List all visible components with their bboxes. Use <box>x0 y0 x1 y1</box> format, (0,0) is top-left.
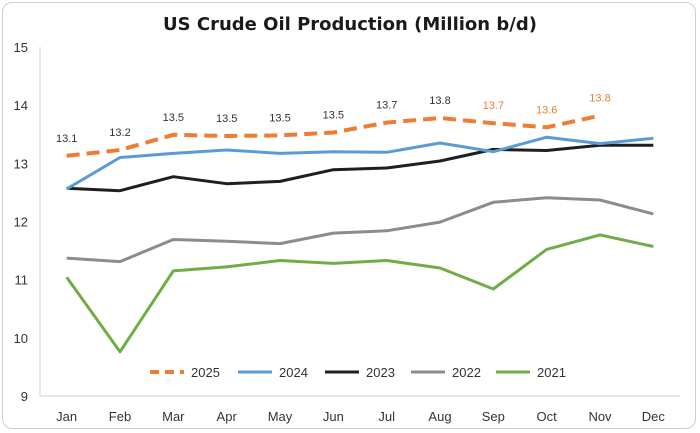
y-tick-label: 11 <box>15 273 29 288</box>
series-line-2021 <box>65 233 654 354</box>
series-line-2024 <box>65 135 654 191</box>
data-label: 13.8 <box>429 95 450 107</box>
y-tick-label: 12 <box>14 215 28 230</box>
legend: 2025 2024 2023 2022 2021 <box>150 365 566 380</box>
series-line-2025 <box>66 113 601 158</box>
chart-title: US Crude Oil Production (Million b/d) <box>163 14 537 35</box>
data-label: 13.8 <box>589 93 610 105</box>
x-tick-label: Dec <box>642 409 666 424</box>
data-label: 13.5 <box>216 113 237 125</box>
x-axis-ticks: Jan Feb Mar Apr May Jun Jul Aug Sep Oct Nov Dec <box>56 409 665 424</box>
legend-label: 2023 <box>366 365 395 380</box>
legend-label: 2024 <box>279 365 308 380</box>
data-label: 13.5 <box>163 112 184 124</box>
legend-label: 2021 <box>537 365 566 380</box>
x-tick-label: Apr <box>217 409 238 424</box>
x-tick-label: Jan <box>56 409 77 424</box>
legend-label: 2022 <box>452 365 481 380</box>
x-tick-label: Feb <box>109 409 131 424</box>
series-line-2022 <box>66 196 654 264</box>
x-tick-label: Oct <box>537 409 558 424</box>
data-label: 13.5 <box>323 110 344 122</box>
y-tick-label: 13 <box>14 156 28 171</box>
x-tick-label: Aug <box>428 409 451 424</box>
x-tick-label: Nov <box>588 409 612 424</box>
data-label: 13.7 <box>376 100 397 112</box>
data-label: 13.7 <box>483 100 504 112</box>
data-label: 13.1 <box>56 133 77 145</box>
x-tick-label: May <box>268 409 293 424</box>
y-axis-ticks: 9 10 11 12 13 14 15 <box>14 40 28 404</box>
data-labels: 13.1 13.2 13.5 13.5 13.5 13.5 13.7 13.8 13.7 13.6… <box>56 93 611 145</box>
series-lines <box>65 113 654 354</box>
y-tick-label: 15 <box>14 40 28 55</box>
x-tick-label: Jul <box>378 409 395 424</box>
chart-frame <box>2 2 696 429</box>
y-tick-label: 9 <box>21 389 28 404</box>
x-tick-label: Jun <box>323 409 344 424</box>
data-label: 13.6 <box>536 104 557 116</box>
y-tick-label: 14 <box>14 98 28 113</box>
x-tick-label: Sep <box>482 409 505 424</box>
legend-label: 2025 <box>191 365 220 380</box>
series-line-2023 <box>66 143 654 193</box>
data-label: 13.2 <box>109 127 130 139</box>
data-label: 13.5 <box>269 112 290 124</box>
y-tick-label: 10 <box>14 331 28 346</box>
x-tick-label: Mar <box>162 409 185 424</box>
